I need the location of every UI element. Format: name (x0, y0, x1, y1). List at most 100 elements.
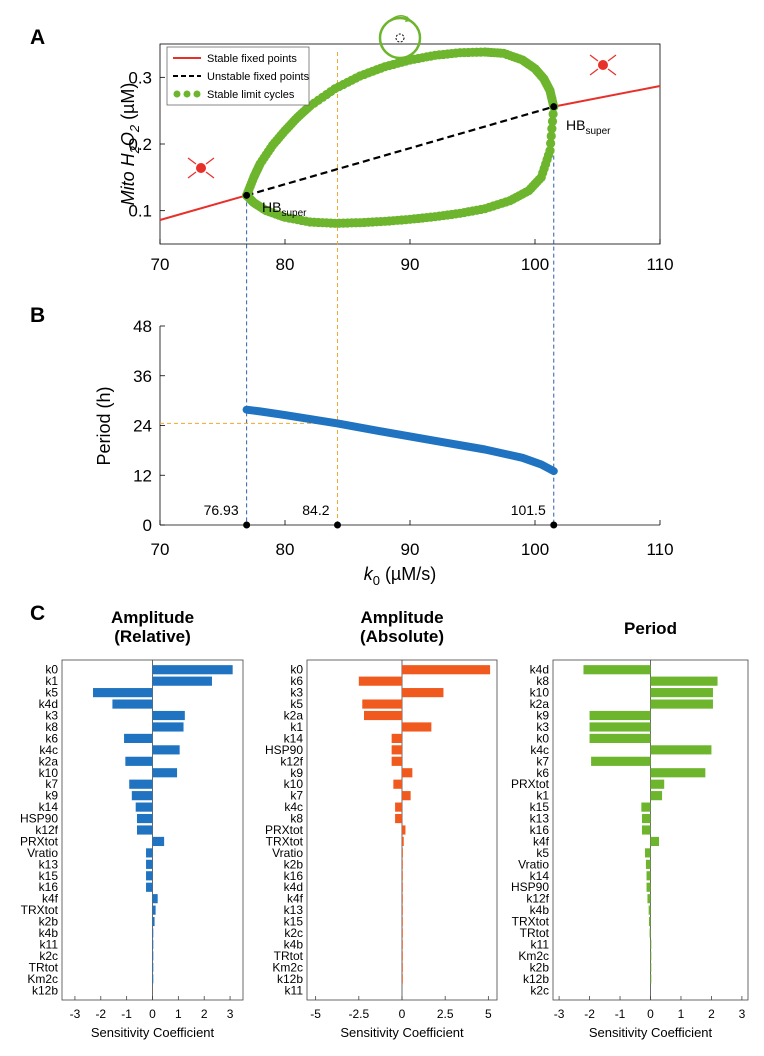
bar (152, 676, 212, 686)
category-label: k13 (284, 903, 304, 917)
bar (362, 699, 402, 709)
bar (650, 779, 665, 789)
stable-node-icon-left (187, 157, 215, 179)
panel-a-ylabel: Mito H2O2 (µM) (118, 83, 142, 206)
unstable-fixed-points-line (246, 105, 555, 197)
panel-c-period: Period -3 -2 -1 0 1 2 3 Sensitivity Coefficient k… (511, 619, 749, 1040)
panel-b-ytick-label: 24 (133, 417, 152, 436)
category-label: k6 (290, 674, 303, 688)
panel-b-xtick-label: 90 (401, 540, 420, 559)
bar (402, 688, 444, 698)
category-label: k4d (284, 880, 303, 894)
category-label: TRtot (520, 926, 550, 940)
category-label: k2b (284, 857, 304, 871)
panel-a-xtick-label: 80 (276, 255, 295, 274)
stable-node-icon-right (589, 54, 617, 76)
bar (146, 871, 153, 881)
category-label: k12b (523, 972, 549, 986)
bifurcation-point-label: 101.5 (511, 502, 546, 518)
panel-c-xtick-label: 0 (399, 1007, 406, 1021)
bifurcation-point (243, 521, 251, 529)
category-label: k2a (284, 709, 304, 723)
bar (402, 951, 403, 961)
bar (152, 974, 154, 984)
category-label: k14 (284, 731, 304, 745)
bar (124, 733, 153, 743)
panel-c-xtick-label: -5 (310, 1007, 321, 1021)
category-label: k7 (45, 777, 58, 791)
period-curve (242, 405, 558, 476)
panel-a-xtick-label: 100 (521, 255, 549, 274)
category-label: k4b (530, 903, 550, 917)
bar (650, 768, 706, 778)
category-label: k11 (285, 983, 304, 997)
category-label: k9 (45, 789, 58, 803)
bar (146, 882, 153, 892)
panel-c-title-line1: Amplitude (111, 608, 194, 627)
bifurcation-point (550, 521, 558, 529)
category-label: k12b (32, 983, 58, 997)
category-label: k4c (530, 743, 549, 757)
category-label: k4f (533, 834, 550, 848)
bar (641, 813, 651, 824)
category-label: k16 (530, 823, 550, 837)
bar (402, 928, 403, 938)
bar (402, 722, 432, 732)
category-label: TRtot (29, 960, 59, 974)
panel-c-xtick-label: 0 (149, 1007, 156, 1021)
category-label: k5 (45, 686, 58, 700)
bar (146, 859, 153, 869)
bar (152, 917, 155, 927)
category-label: HSP90 (265, 743, 303, 757)
legend-dot (183, 90, 191, 98)
bar (402, 939, 403, 950)
category-label: k13 (530, 812, 550, 826)
category-label: Km2c (27, 972, 58, 986)
panel-c-xtick-label: -2 (584, 1007, 595, 1021)
bar (650, 688, 713, 698)
category-label: k8 (290, 812, 303, 826)
bar (589, 710, 651, 721)
category-label: TRXtot (512, 915, 550, 929)
panel-b-ytick-label: 0 (143, 516, 152, 535)
bar (650, 836, 660, 847)
panel-a-chart: 70 80 90 100 110 0.1 0.2 0.3 Mito H2O2 (µM) Sta… (118, 15, 674, 525)
panel-c-relative-amplitude: Amplitude(Relative) -3 -2 -1 0 1 2 3 Sensitivity… (20, 608, 244, 1040)
category-label: k2b (530, 960, 550, 974)
panel-c-title-line1: Amplitude (360, 608, 443, 627)
panel-c-xtick-label: 5 (485, 1007, 492, 1021)
category-label: k2b (39, 915, 59, 929)
category-label: k11 (40, 937, 59, 951)
category-label: PRXtot (511, 777, 550, 791)
category-label: k14 (530, 869, 550, 883)
bar (152, 939, 154, 950)
category-label: Km2c (518, 949, 549, 963)
panel-a-ytick-label: 0.2 (128, 135, 152, 154)
category-label: k1 (290, 720, 303, 734)
panel-b-ytick-label: 36 (133, 367, 152, 386)
limit-cycle-icon (378, 15, 422, 60)
category-label: k14 (39, 800, 59, 814)
bar (135, 802, 153, 812)
category-label: k2c (39, 949, 58, 963)
panel-c-xtick-label: 2 (708, 1007, 715, 1021)
stable-fixed-points-line (553, 85, 661, 108)
bar (589, 722, 651, 732)
panel-a-xtick-label: 70 (151, 255, 170, 274)
category-label: k12f (35, 823, 58, 837)
limit-cycle-point (547, 116, 558, 126)
bar (641, 802, 651, 812)
bar (152, 665, 233, 675)
panel-b-ylabel: Period (h) (94, 386, 114, 465)
panel-c-xtick-label: -2 (95, 1007, 106, 1021)
limit-cycle-point (546, 131, 556, 141)
panel-b-xtick-label: 110 (646, 540, 673, 559)
bar (650, 939, 652, 950)
bar (364, 710, 402, 721)
bar (650, 962, 652, 972)
category-label: k4d (530, 663, 549, 677)
panel-b-xtick-label: 70 (151, 540, 170, 559)
panel-c-xtick-label: -1 (615, 1007, 626, 1021)
bar (649, 928, 651, 938)
